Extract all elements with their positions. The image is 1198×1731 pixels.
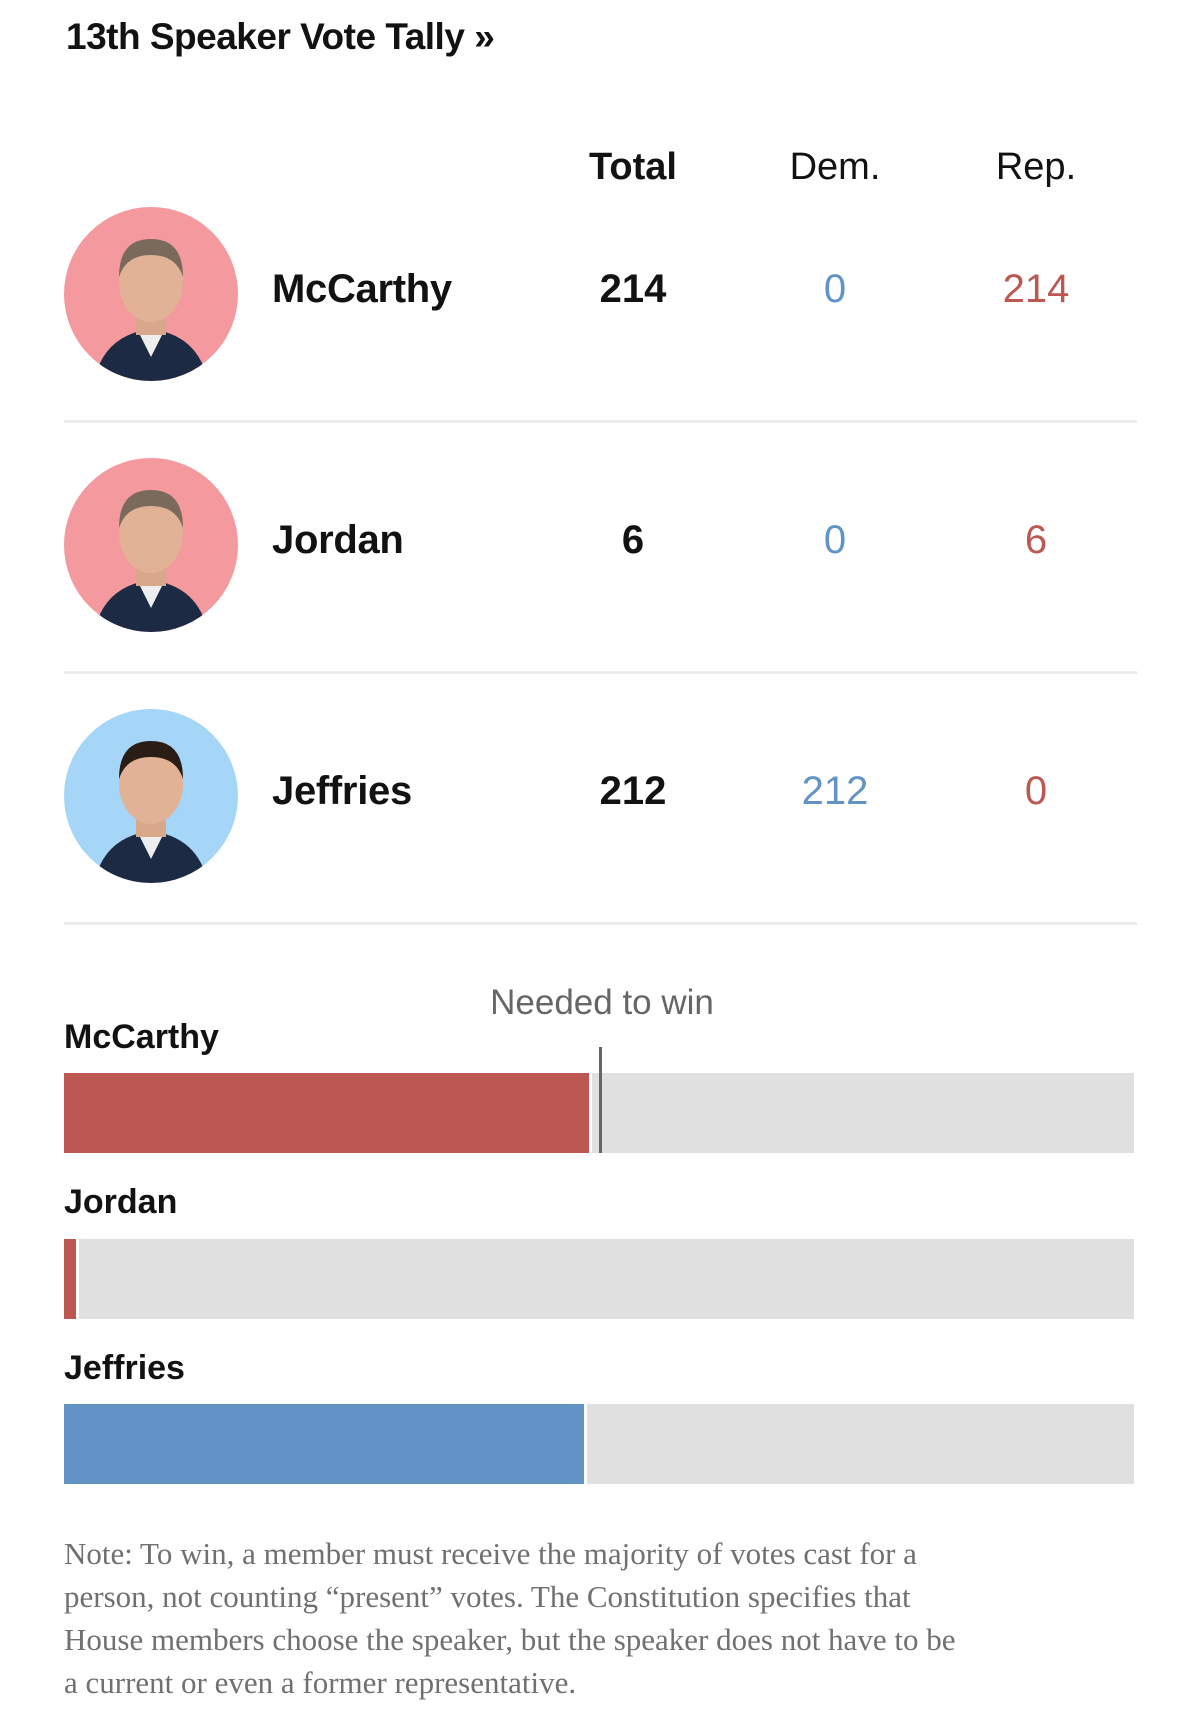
bar-label: Jeffries (64, 1349, 185, 1387)
total-votes: 6 (621, 518, 645, 562)
candidate-row: Jeffries 212 212 0 (0, 709, 1198, 960)
bar-track (64, 1404, 1134, 1484)
rep-votes: 0 (1024, 769, 1048, 813)
candidate-row: Jordan 6 0 6 (0, 458, 1198, 709)
column-header-rep: Rep. (995, 146, 1077, 188)
portrait-jordan-icon (64, 458, 238, 632)
bar-track (64, 1073, 1134, 1153)
column-header-total: Total (589, 146, 677, 188)
footnote: Note: To win, a member must receive the … (64, 1532, 1154, 1704)
portrait-mccarthy-icon (64, 207, 238, 381)
note-line: a current or even a former representativ… (64, 1665, 577, 1700)
bar-fill-jordan (64, 1239, 79, 1319)
total-votes: 214 (599, 267, 667, 311)
candidate-name: McCarthy (272, 267, 452, 311)
bar-fill-mccarthy (64, 1073, 592, 1153)
dem-votes: 212 (801, 769, 869, 813)
needed-to-win-label: Needed to win (490, 983, 714, 1022)
bar-label: Jordan (64, 1183, 178, 1221)
note-line: person, not counting “present” votes. Th… (64, 1579, 911, 1614)
bar-label: McCarthy (64, 1018, 219, 1056)
portrait-jeffries-icon (64, 709, 238, 883)
row-divider (64, 922, 1137, 925)
total-votes: 212 (599, 769, 667, 813)
row-divider (64, 420, 1137, 423)
bar-track (64, 1239, 1134, 1319)
note-line: Note: To win, a member must receive the … (64, 1536, 917, 1571)
candidate-row: McCarthy 214 0 214 (0, 207, 1198, 458)
dem-votes: 0 (823, 518, 847, 562)
note-line: House members choose the speaker, but th… (64, 1622, 956, 1657)
needed-to-win-line (599, 1047, 603, 1153)
candidate-name: Jeffries (272, 769, 412, 813)
rep-votes: 214 (1002, 267, 1070, 311)
bar-fill-jeffries (64, 1404, 587, 1484)
chart-title-link[interactable]: 13th Speaker Vote Tally » (66, 16, 495, 57)
candidate-name: Jordan (272, 518, 404, 562)
rep-votes: 6 (1024, 518, 1048, 562)
dem-votes: 0 (823, 267, 847, 311)
row-divider (64, 671, 1137, 674)
column-header-dem: Dem. (789, 146, 881, 188)
